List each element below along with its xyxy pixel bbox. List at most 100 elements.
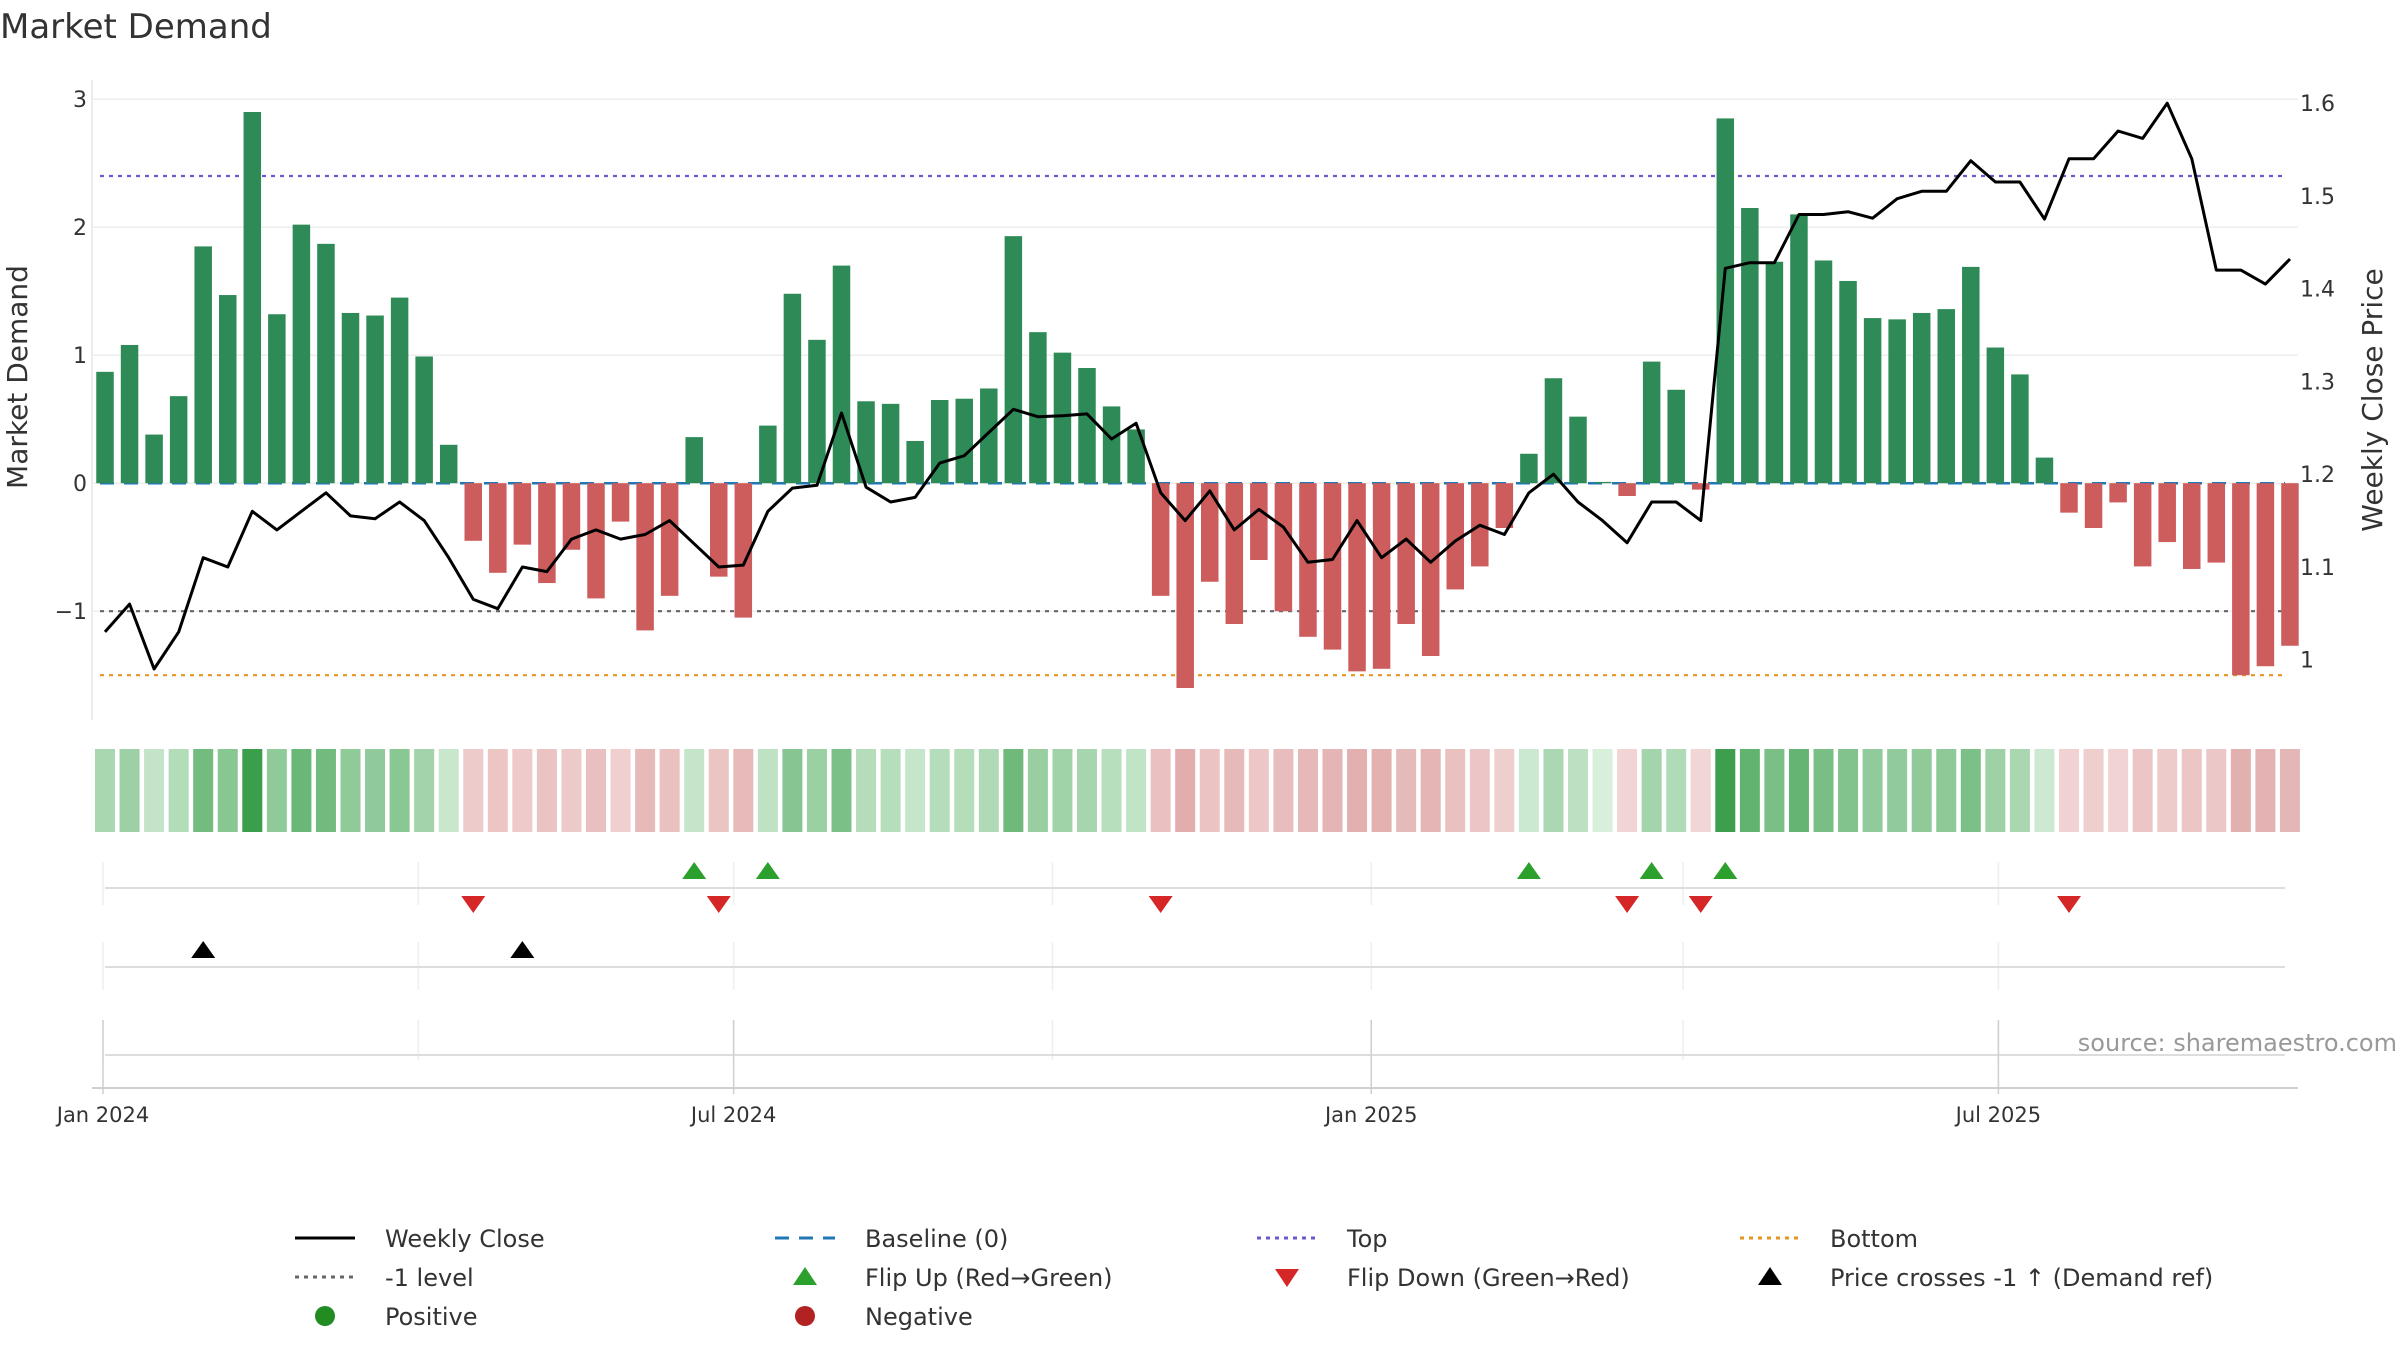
heat-cell (1003, 749, 1024, 832)
date-tick-label: Jul 2024 (689, 1103, 776, 1127)
heat-cell (1666, 749, 1687, 832)
heat-cell (610, 749, 631, 832)
bar-positive (857, 401, 875, 484)
bar-negative (611, 483, 630, 522)
bar-negative (587, 483, 605, 599)
bar-negative (538, 483, 556, 584)
bar-positive (1078, 368, 1096, 484)
bar-negative (1618, 483, 1636, 496)
bar-negative (734, 483, 753, 618)
bar-positive (1814, 260, 1833, 484)
heat-cell (1715, 749, 1736, 832)
heat-cell (512, 749, 533, 832)
heat-cell (1936, 749, 1957, 832)
heat-cell (1347, 749, 1368, 832)
heat-cell (291, 749, 312, 832)
heat-cell (389, 749, 410, 832)
flip-down-marker (706, 896, 731, 913)
y2-tick-label: 1.1 (2300, 556, 2335, 581)
heat-cell (1543, 749, 1564, 832)
heat-cell (2230, 749, 2251, 832)
heat-strip (95, 749, 2300, 832)
legend-label: Baseline (0) (865, 1225, 1008, 1253)
heat-cell (806, 749, 827, 832)
heat-cell (2108, 749, 2129, 832)
bar-negative (1446, 483, 1464, 590)
bar-negative (2207, 483, 2226, 563)
bar-positive (292, 224, 311, 484)
bar-negative (1151, 483, 1170, 596)
heat-cell (905, 749, 926, 832)
date-tick-label: Jul 2025 (1954, 1103, 2041, 1127)
bar-positive (1790, 214, 1808, 484)
bar-positive (243, 112, 262, 484)
bar-positive (1569, 416, 1587, 484)
bar-negative (1274, 483, 1293, 612)
legend-symbol-triangle-up (1758, 1267, 1782, 1285)
bar-positive (1962, 266, 1980, 484)
heat-cell (1175, 749, 1196, 832)
heat-cell (2059, 749, 2079, 832)
heat-cell (782, 749, 803, 832)
flip-down-marker (1148, 896, 1173, 913)
bar-positive (1520, 453, 1538, 484)
heat-cell (1248, 749, 1269, 832)
bar-positive (1029, 332, 1047, 484)
heat-cell (438, 749, 459, 832)
legend-label: Negative (865, 1303, 973, 1331)
legend-label: -1 level (385, 1264, 474, 1292)
flip-down-marker (1615, 896, 1640, 913)
bar-positive (1642, 361, 1661, 484)
bar-positive (1544, 378, 1563, 484)
bar-positive (1102, 406, 1121, 484)
legend-symbol-circle (795, 1306, 815, 1326)
bar-negative (2232, 483, 2250, 676)
bar-negative (1201, 483, 1219, 582)
bar-positive (1765, 261, 1784, 484)
heat-cell (1887, 749, 1908, 832)
bar-negative (1348, 483, 1366, 672)
heat-cell (1568, 749, 1588, 832)
y2-tick-label: 1.4 (2300, 278, 2335, 303)
demand-bars (96, 112, 2299, 688)
heat-cell (1592, 749, 1613, 832)
heat-cell (2083, 749, 2104, 832)
heat-cell (684, 749, 705, 832)
heat-cell (365, 749, 386, 832)
bar-positive (980, 388, 998, 484)
legend-label: Flip Down (Green→Red) (1347, 1264, 1630, 1292)
bar-positive (1912, 312, 1931, 484)
legend-label: Positive (385, 1303, 478, 1331)
y2-tick-label: 1.6 (2300, 92, 2335, 117)
y-axis-left-ticks: 3 2 1 0 −1 (55, 88, 87, 625)
bar-positive (96, 371, 114, 484)
bar-positive (1741, 208, 1759, 484)
heat-cell (536, 749, 557, 832)
weekly-close-line (103, 101, 2292, 671)
bar-negative (1495, 483, 1514, 528)
heat-cell (266, 749, 287, 832)
heat-cell (2206, 749, 2227, 832)
bar-positive (832, 265, 851, 484)
heat-cell (1077, 749, 1097, 832)
bar-positive (685, 437, 703, 484)
bar-negative (1421, 483, 1440, 656)
bar-positive (219, 295, 237, 484)
y-axis-right-title: Weekly Close Price (2356, 268, 2389, 531)
bar-positive (390, 297, 409, 484)
bar-positive (1839, 280, 1857, 484)
bar-negative (636, 483, 654, 631)
y-tick-label: 0 (73, 472, 87, 497)
bar-negative (562, 483, 581, 550)
heat-cell (1838, 749, 1859, 832)
heat-cell (1494, 749, 1515, 832)
date-tick-label: Jan 2025 (1323, 1103, 1418, 1127)
heat-cell (1469, 749, 1490, 832)
bar-positive (145, 434, 163, 484)
heat-cell (1445, 749, 1466, 832)
heat-cell (1690, 749, 1711, 832)
bar-positive (1667, 389, 1685, 484)
date-tick-label: Jan 2024 (55, 1103, 150, 1127)
heat-cell (1911, 749, 1932, 832)
heat-cell (1518, 749, 1539, 832)
